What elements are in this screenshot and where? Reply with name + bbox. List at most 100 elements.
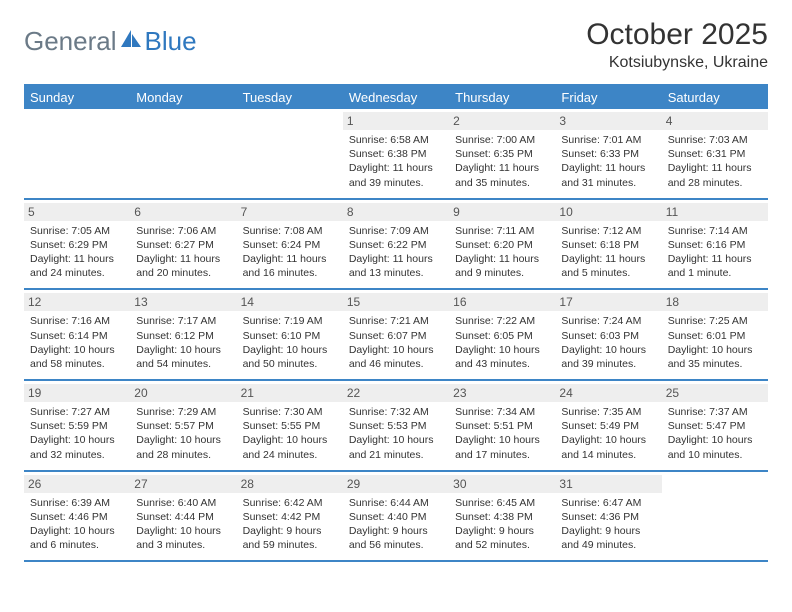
day-info-line: Sunset: 6:20 PM — [455, 238, 549, 252]
day-info-line: Sunset: 4:46 PM — [30, 510, 124, 524]
day-cell: 6Sunrise: 7:06 AMSunset: 6:27 PMDaylight… — [130, 200, 236, 289]
day-cell: 11Sunrise: 7:14 AMSunset: 6:16 PMDayligh… — [662, 200, 768, 289]
day-info-line: and 28 minutes. — [668, 176, 762, 190]
brand-sail-icon — [121, 29, 143, 54]
day-info-line: Sunset: 6:18 PM — [561, 238, 655, 252]
day-cell: 23Sunrise: 7:34 AMSunset: 5:51 PMDayligh… — [449, 381, 555, 470]
day-header: Tuesday — [237, 86, 343, 109]
day-info-line: Daylight: 10 hours — [455, 343, 549, 357]
day-info-line: Sunrise: 7:06 AM — [136, 224, 230, 238]
day-cell: 4Sunrise: 7:03 AMSunset: 6:31 PMDaylight… — [662, 109, 768, 198]
day-info-line: Sunrise: 7:27 AM — [30, 405, 124, 419]
day-info-line: Daylight: 10 hours — [30, 433, 124, 447]
day-info-line: Daylight: 11 hours — [136, 252, 230, 266]
day-number: 12 — [24, 293, 130, 311]
day-info-line: and 20 minutes. — [136, 266, 230, 280]
day-number: 30 — [449, 475, 555, 493]
day-info-line: Sunrise: 6:39 AM — [30, 496, 124, 510]
day-info-line: Daylight: 10 hours — [349, 433, 443, 447]
day-info-line: and 39 minutes. — [561, 357, 655, 371]
day-info-line: and 5 minutes. — [561, 266, 655, 280]
day-number: 24 — [555, 384, 661, 402]
day-info-line: and 59 minutes. — [243, 538, 337, 552]
day-info-line: Daylight: 11 hours — [561, 252, 655, 266]
day-number: 2 — [449, 112, 555, 130]
day-number: 26 — [24, 475, 130, 493]
day-number: 8 — [343, 203, 449, 221]
day-info-line: Sunrise: 7:08 AM — [243, 224, 337, 238]
day-info-line: Sunrise: 7:11 AM — [455, 224, 549, 238]
day-info-line: and 35 minutes. — [668, 357, 762, 371]
day-info-line: Sunrise: 6:44 AM — [349, 496, 443, 510]
day-info-line: and 24 minutes. — [30, 266, 124, 280]
day-info-line: Sunrise: 7:21 AM — [349, 314, 443, 328]
day-info-line: and 52 minutes. — [455, 538, 549, 552]
day-info-line: Daylight: 9 hours — [349, 524, 443, 538]
day-number: 25 — [662, 384, 768, 402]
day-info-line: and 28 minutes. — [136, 448, 230, 462]
brand-logo: General Blue — [24, 18, 197, 57]
day-cell: 29Sunrise: 6:44 AMSunset: 4:40 PMDayligh… — [343, 472, 449, 561]
day-info-line: Sunrise: 7:34 AM — [455, 405, 549, 419]
day-number: 20 — [130, 384, 236, 402]
day-cell: 14Sunrise: 7:19 AMSunset: 6:10 PMDayligh… — [237, 290, 343, 379]
day-info-line: Sunrise: 7:25 AM — [668, 314, 762, 328]
day-info-line: Sunset: 5:55 PM — [243, 419, 337, 433]
day-info-line: and 31 minutes. — [561, 176, 655, 190]
week-row: 12Sunrise: 7:16 AMSunset: 6:14 PMDayligh… — [24, 290, 768, 381]
day-info-line: Sunset: 4:38 PM — [455, 510, 549, 524]
day-info-line: Sunset: 6:14 PM — [30, 329, 124, 343]
day-info-line: Sunrise: 7:30 AM — [243, 405, 337, 419]
day-info-line: Sunrise: 7:19 AM — [243, 314, 337, 328]
page-header: General Blue October 2025 Kotsiubynske, … — [24, 18, 768, 72]
day-info-line: and 6 minutes. — [30, 538, 124, 552]
day-info-line: Sunrise: 6:47 AM — [561, 496, 655, 510]
brand-text-general: General — [24, 26, 117, 57]
day-info-line: Daylight: 11 hours — [668, 161, 762, 175]
day-info-line: Sunset: 6:16 PM — [668, 238, 762, 252]
day-info-line: Daylight: 11 hours — [455, 252, 549, 266]
day-info-line: and 1 minute. — [668, 266, 762, 280]
day-info-line: Daylight: 10 hours — [136, 343, 230, 357]
day-info-line: Sunrise: 7:01 AM — [561, 133, 655, 147]
day-info-line: and 50 minutes. — [243, 357, 337, 371]
day-cell: 13Sunrise: 7:17 AMSunset: 6:12 PMDayligh… — [130, 290, 236, 379]
day-info-line: and 16 minutes. — [243, 266, 337, 280]
day-info-line: Daylight: 11 hours — [668, 252, 762, 266]
day-cell: 9Sunrise: 7:11 AMSunset: 6:20 PMDaylight… — [449, 200, 555, 289]
day-info-line: Daylight: 10 hours — [455, 433, 549, 447]
day-header: Wednesday — [343, 86, 449, 109]
day-info-line: Sunrise: 7:22 AM — [455, 314, 549, 328]
day-cell: 27Sunrise: 6:40 AMSunset: 4:44 PMDayligh… — [130, 472, 236, 561]
day-info-line: Sunrise: 6:42 AM — [243, 496, 337, 510]
day-cell: 2Sunrise: 7:00 AMSunset: 6:35 PMDaylight… — [449, 109, 555, 198]
day-info-line: Sunrise: 6:58 AM — [349, 133, 443, 147]
day-info-line: Daylight: 10 hours — [136, 524, 230, 538]
day-info-line: and 58 minutes. — [30, 357, 124, 371]
day-info-line: Daylight: 9 hours — [455, 524, 549, 538]
week-row: ...1Sunrise: 6:58 AMSunset: 6:38 PMDayli… — [24, 109, 768, 200]
day-info-line: and 13 minutes. — [349, 266, 443, 280]
day-header: Friday — [555, 86, 661, 109]
day-info-line: Sunset: 4:36 PM — [561, 510, 655, 524]
day-cell: 10Sunrise: 7:12 AMSunset: 6:18 PMDayligh… — [555, 200, 661, 289]
day-number: 10 — [555, 203, 661, 221]
day-info-line: and 21 minutes. — [349, 448, 443, 462]
day-number: 5 — [24, 203, 130, 221]
day-info-line: Sunrise: 6:45 AM — [455, 496, 549, 510]
day-info-line: Sunset: 6:05 PM — [455, 329, 549, 343]
day-info-line: Sunrise: 7:05 AM — [30, 224, 124, 238]
day-info-line: Sunrise: 7:09 AM — [349, 224, 443, 238]
day-info-line: Sunset: 6:03 PM — [561, 329, 655, 343]
day-info-line: Daylight: 10 hours — [243, 343, 337, 357]
week-row: 5Sunrise: 7:05 AMSunset: 6:29 PMDaylight… — [24, 200, 768, 291]
day-cell: . — [130, 109, 236, 198]
day-number: 19 — [24, 384, 130, 402]
day-info-line: Sunset: 6:12 PM — [136, 329, 230, 343]
day-number: 14 — [237, 293, 343, 311]
day-info-line: Sunrise: 7:24 AM — [561, 314, 655, 328]
day-info-line: Sunrise: 7:32 AM — [349, 405, 443, 419]
day-info-line: Sunset: 6:22 PM — [349, 238, 443, 252]
day-info-line: and 43 minutes. — [455, 357, 549, 371]
day-number: 15 — [343, 293, 449, 311]
